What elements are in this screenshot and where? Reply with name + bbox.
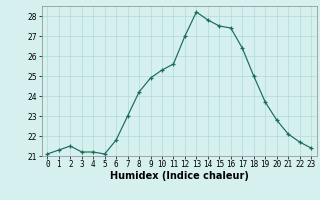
X-axis label: Humidex (Indice chaleur): Humidex (Indice chaleur) [110, 171, 249, 181]
